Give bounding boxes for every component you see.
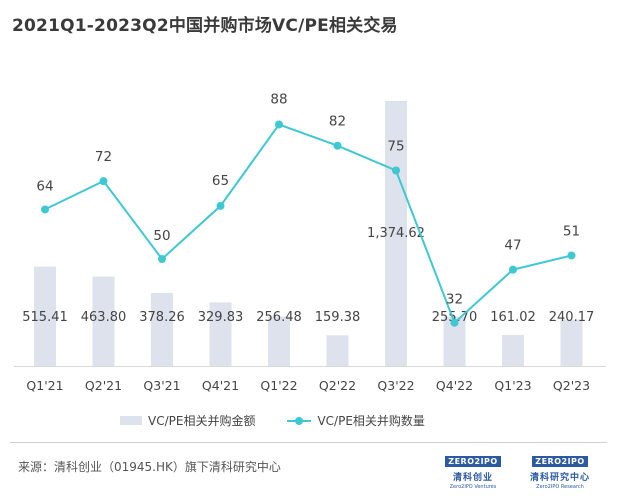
bar <box>34 266 56 366</box>
count-point <box>509 265 517 274</box>
legend-item-count: VC/PE相关并购数量 <box>287 412 425 429</box>
x-tick-label: Q2'21 <box>85 378 122 393</box>
bar <box>92 276 115 366</box>
x-tick-label: Q1'23 <box>494 378 531 393</box>
bar <box>326 335 349 366</box>
legend-line-label: VC/PE相关并购数量 <box>317 414 425 428</box>
bar <box>443 316 466 366</box>
logo-mark: ZERO2IPO <box>532 456 588 467</box>
x-tick-label: Q3'22 <box>377 378 414 393</box>
chart-title: 2021Q1-2023Q2中国并购市场VC/PE相关交易 <box>12 16 398 36</box>
logo-zero2ipo-research: ZERO2IPO 清科研究中心 Zero2IPO Research <box>524 449 596 490</box>
logo-cn-name: 清科创业 <box>452 473 493 483</box>
count-point <box>392 166 400 175</box>
legend-line-swatch <box>287 416 312 426</box>
logo-zero2ipo-ventures: ZERO2IPO 清科创业 Zero2IPO Ventures <box>437 449 509 490</box>
logo-cn-name: 清科研究中心 <box>529 473 590 483</box>
bar <box>209 302 232 366</box>
bar <box>560 319 583 366</box>
x-tick-label: Q3'21 <box>143 378 180 393</box>
count-value-label: 47 <box>504 238 521 254</box>
count-value-label: 82 <box>329 114 346 130</box>
count-point <box>158 255 166 263</box>
chart-area: 515.41 463.80 378.26 329.83 256.48 159.38 1,37… <box>14 91 606 393</box>
count-value-label: 51 <box>563 223 580 239</box>
count-value-label: 75 <box>387 139 404 155</box>
bar-value-label: 255.70 <box>432 310 478 325</box>
bar-value-label: 256.48 <box>256 310 302 325</box>
source-note: 来源：清科创业（01945.HK）旗下清科研究中心 <box>18 460 281 474</box>
logo-en-name: Zero2IPO Research <box>536 484 584 490</box>
legend-bar-label: VC/PE相关并购金额 <box>148 414 256 428</box>
bar-value-label: 463.80 <box>81 310 127 325</box>
logo-mark: ZERO2IPO <box>445 456 501 467</box>
logo-en-name: Zero2IPO Ventures <box>449 484 497 490</box>
bar-value-label: 159.38 <box>315 310 361 325</box>
x-tick-label: Q2'22 <box>319 378 356 393</box>
count-series-line <box>44 123 572 325</box>
footer-divider <box>10 442 607 443</box>
bar-value-label: 240.17 <box>549 310 595 325</box>
x-tick-label: Q1'22 <box>260 378 297 393</box>
bar <box>151 293 173 366</box>
bar-value-label: 378.26 <box>139 310 185 325</box>
x-tick-label: Q4'22 <box>436 378 473 393</box>
count-value-label: 88 <box>270 91 287 107</box>
count-value-label: 32 <box>446 292 463 308</box>
legend: VC/PE相关并购金额 VC/PE相关并购数量 <box>120 412 457 429</box>
count-point <box>99 177 108 186</box>
bar-value-label: 329.83 <box>198 310 244 325</box>
bar-value-label: 1,374.62 <box>367 226 425 241</box>
bar <box>268 316 290 366</box>
x-tick-label: Q2'23 <box>553 378 590 393</box>
legend-item-amount: VC/PE相关并购金额 <box>120 412 255 429</box>
count-point <box>333 141 342 150</box>
count-value-label: 72 <box>95 149 112 165</box>
count-value-label: 65 <box>212 173 229 189</box>
bar-value-label: 515.41 <box>22 310 68 325</box>
x-tick-label: Q4'21 <box>202 378 239 393</box>
bar <box>502 334 524 366</box>
legend-bar-swatch <box>120 416 142 425</box>
count-point <box>216 201 225 210</box>
bar-value-label: 161.02 <box>490 310 536 325</box>
count-value-label: 64 <box>36 178 53 194</box>
x-tick-label: Q1'21 <box>26 378 63 393</box>
count-point <box>275 120 283 129</box>
count-point <box>567 251 576 260</box>
count-point <box>450 318 459 327</box>
count-point <box>41 205 49 214</box>
count-value-label: 50 <box>153 228 170 244</box>
